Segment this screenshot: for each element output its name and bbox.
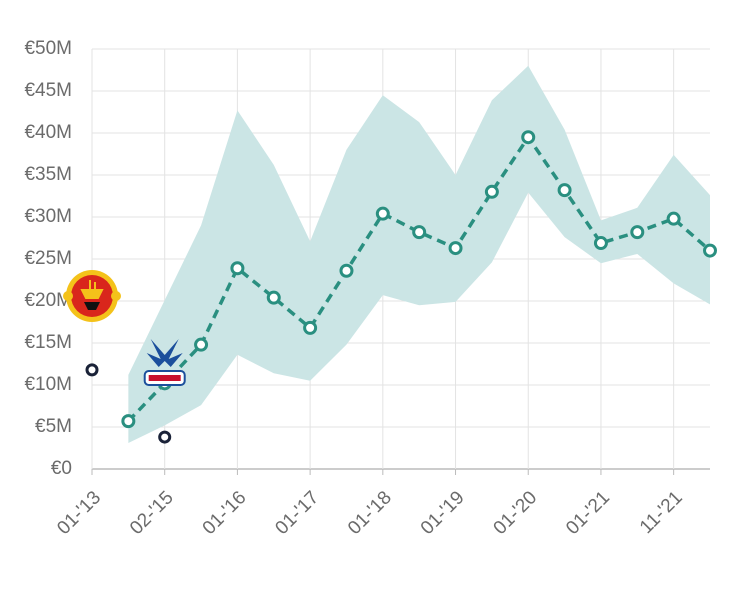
- y-tick-label: €35M: [24, 164, 72, 185]
- y-tick-label: €45M: [24, 80, 72, 101]
- club-crest: [143, 339, 186, 386]
- y-tick-label: €0: [51, 458, 72, 479]
- value-marker: [121, 414, 136, 429]
- x-tick-label: 02-'15: [126, 487, 178, 539]
- y-tick-label: €50M: [24, 38, 72, 59]
- player-marker: [85, 363, 99, 377]
- value-marker: [448, 241, 463, 256]
- crest-ball: [111, 291, 121, 301]
- x-tick-label: 01-'18: [344, 487, 396, 539]
- player-marker: [158, 430, 172, 444]
- y-tick-label: €30M: [24, 206, 72, 227]
- value-marker: [230, 261, 245, 276]
- value-marker: [703, 243, 717, 258]
- value-line: [127, 134, 712, 423]
- crest-eagle: [146, 339, 183, 367]
- range-band: [128, 65, 711, 443]
- value-marker: [484, 184, 499, 199]
- x-tick-label: 11-'21: [636, 487, 687, 538]
- crest-ship: [80, 280, 104, 299]
- x-tick-label: 01-'13: [53, 487, 105, 539]
- crest-ball: [63, 291, 73, 301]
- crest-band: [148, 375, 181, 381]
- x-tick-label: 01-'17: [271, 487, 323, 539]
- value-marker: [593, 236, 608, 251]
- x-tick-label: 01-'20: [490, 487, 542, 539]
- value-marker: [557, 183, 572, 198]
- value-marker: [630, 225, 645, 240]
- y-tick-label: €25M: [24, 248, 72, 269]
- y-tick-label: €10M: [24, 374, 72, 395]
- value-marker: [412, 225, 427, 240]
- value-marker: [666, 211, 681, 226]
- crest-devil: [84, 302, 100, 310]
- value-marker: [194, 337, 209, 352]
- x-tick-label: 01-'21: [562, 487, 614, 539]
- y-tick-label: €20M: [24, 290, 72, 311]
- x-tick-label: 01-'19: [417, 487, 469, 539]
- value-marker: [339, 263, 354, 278]
- y-tick-label: €40M: [24, 122, 72, 143]
- value-marker: [303, 320, 318, 335]
- y-tick-label: €15M: [24, 332, 72, 353]
- club-crest: [63, 270, 121, 322]
- value-marker: [375, 206, 390, 221]
- value-marker: [266, 290, 281, 305]
- x-tick-label: 01-'16: [199, 487, 251, 539]
- value-marker: [521, 130, 536, 145]
- y-tick-label: €5M: [35, 416, 72, 437]
